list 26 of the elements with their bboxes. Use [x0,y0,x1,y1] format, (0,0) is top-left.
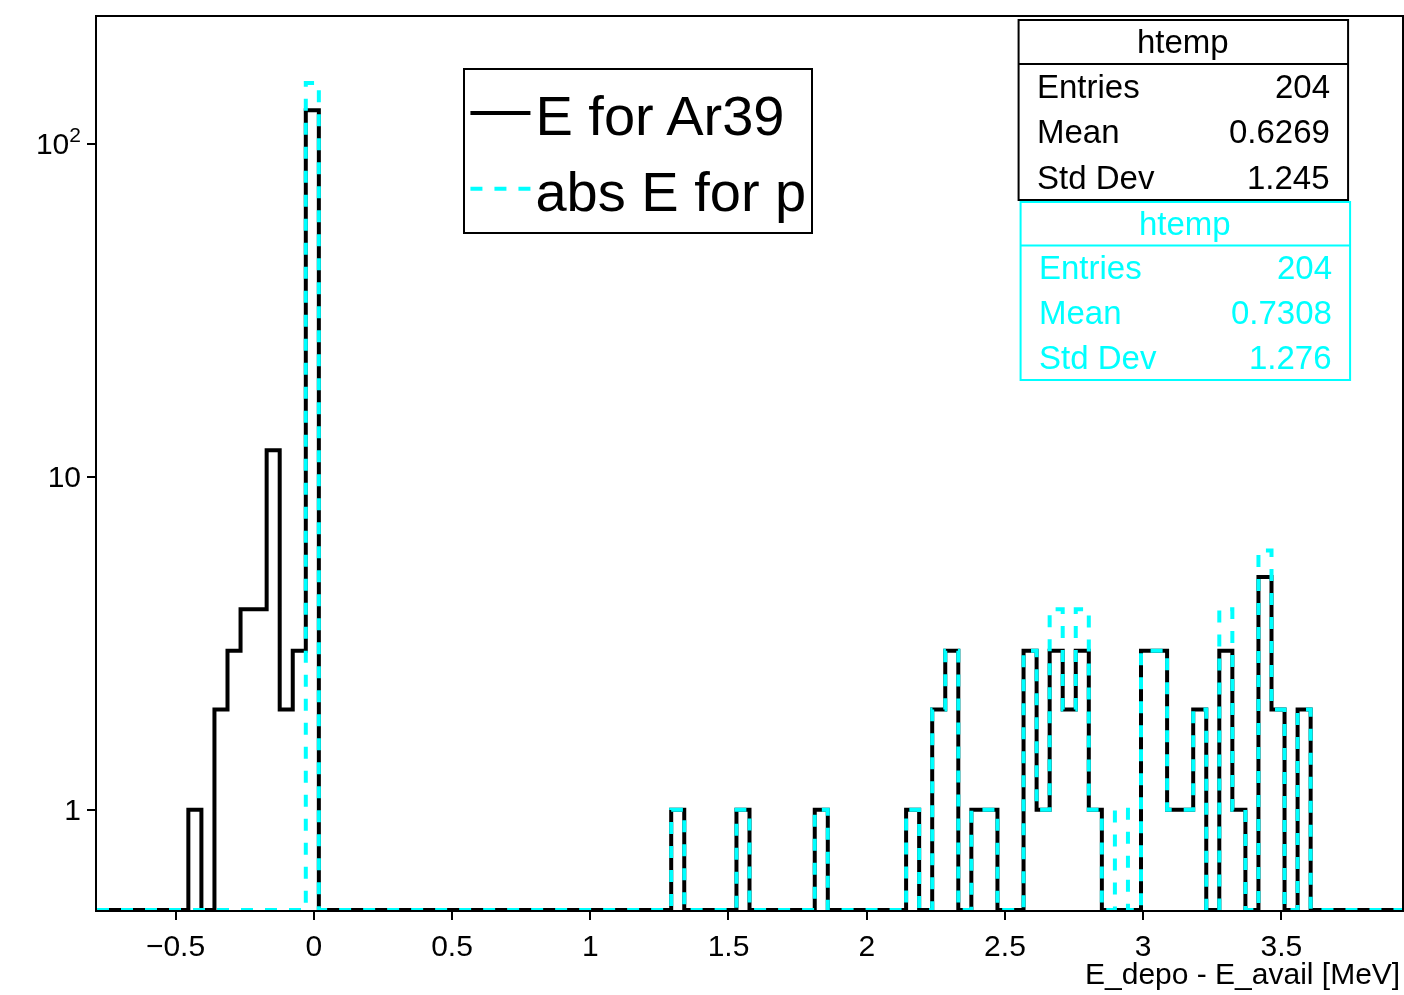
annotation: Std Dev [1037,159,1155,196]
x-tick-label: 1.5 [707,929,750,962]
x-tick-label: 2.5 [984,929,1026,962]
x-tick-label: 0 [305,929,323,962]
annotation: htemp [1139,205,1231,242]
legend-label: E for Ar39 [535,83,785,147]
x-tick-label: 1 [581,929,599,962]
x-tick-label: −0.5 [145,929,206,962]
y-tick-label: 10$^{2}$ [35,122,81,161]
annotation: 204 [1277,249,1333,286]
y-tick-label: 10 [47,460,81,494]
annotation: Std Dev [1039,339,1157,376]
annotation: 0.6269 [1229,113,1330,150]
annotation: 1.245 [1247,159,1330,196]
annotation: Mean [1039,294,1122,331]
annotation: htemp [1137,23,1229,60]
annotation: Mean [1037,113,1120,150]
x-tick-label: 2 [858,929,876,962]
annotation: 204 [1275,68,1331,105]
annotation: 1.276 [1249,339,1332,376]
annotation: 0.7308 [1231,294,1332,331]
y-tick-label: 1 [64,793,81,827]
legend-label: abs E for p [535,159,807,223]
annotation: Entries [1039,249,1142,286]
x-tick-label: 0.5 [431,929,473,962]
annotation: Entries [1037,68,1140,105]
